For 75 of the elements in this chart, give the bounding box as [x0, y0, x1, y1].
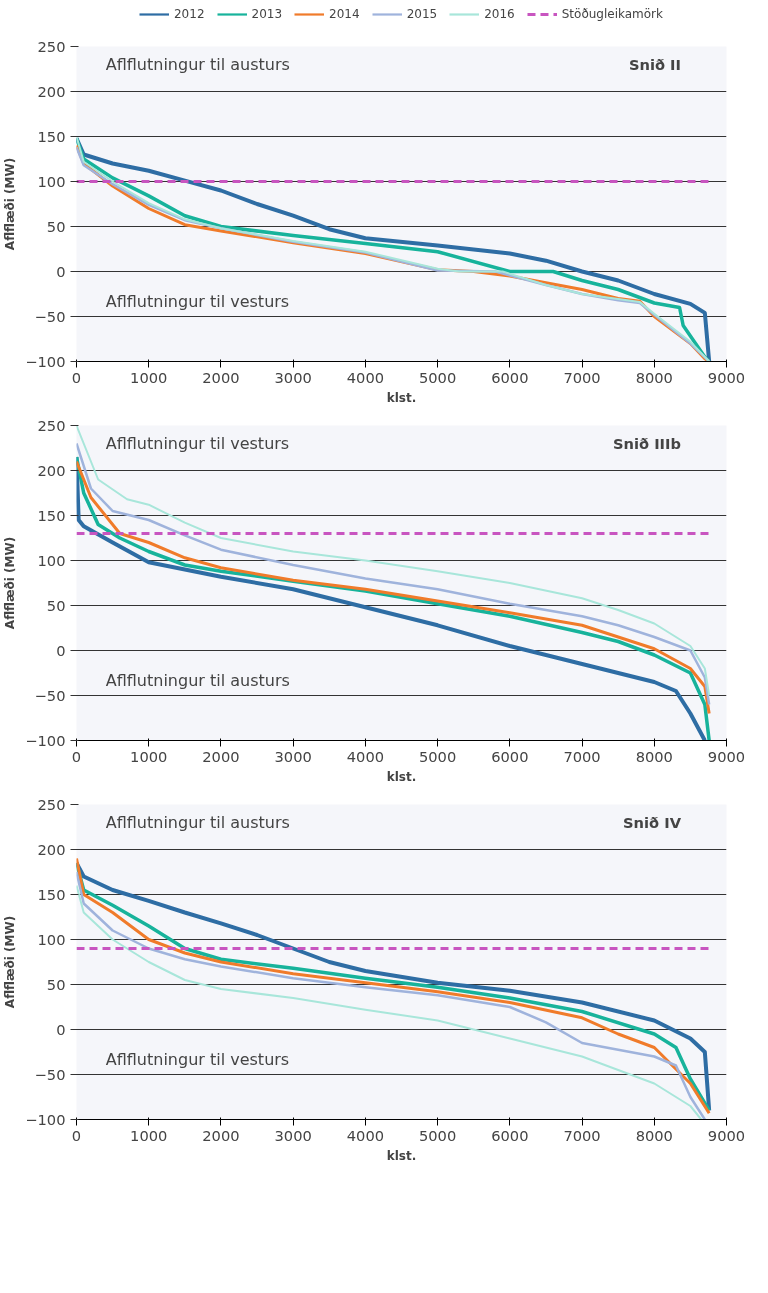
y-tick-label: 100	[37, 551, 66, 569]
x-tick-label: 8000	[635, 1126, 673, 1144]
x-tick-label: 1000	[130, 747, 168, 765]
x-tick-label: 5000	[418, 747, 457, 765]
x-tick-label: 8000	[635, 747, 673, 765]
x-tick-label: 5000	[418, 1126, 457, 1144]
legend-label: 2015	[406, 7, 438, 21]
text: Snið IIIb	[612, 434, 682, 452]
x-tick-label: 9000	[707, 747, 746, 765]
y-tick-label: 0	[56, 1020, 66, 1038]
x-tick-label: 2000	[202, 368, 240, 386]
x-tick-label: 7000	[563, 368, 601, 386]
y-tick-label: 150	[37, 885, 66, 903]
x-tick-label: 6000	[491, 747, 529, 765]
y-tick-label: −50	[34, 307, 66, 325]
y-tick-label: −100	[25, 1110, 66, 1128]
y-tick-label: 0	[56, 641, 66, 659]
x-tick-label: 3000	[274, 368, 312, 386]
x-tick-label: 9000	[707, 368, 746, 386]
x-tick-label: 0	[71, 1126, 82, 1144]
annotation: Aflflutningur til austurs	[105, 54, 290, 74]
legend-label: 2012	[173, 7, 205, 21]
y-axis-title: Aflflæði (MW)	[3, 536, 18, 630]
annotation: Aflflutningur til austurs	[105, 670, 290, 690]
y-tick-label: 50	[46, 217, 66, 235]
legend-label: 2013	[251, 7, 283, 21]
y-tick-label: 250	[37, 795, 66, 813]
y-tick-label: −100	[25, 352, 66, 370]
x-tick-label: 1000	[130, 368, 168, 386]
y-tick-label: 100	[37, 930, 66, 948]
y-tick-label: 50	[46, 596, 66, 614]
x-tick-label: 2000	[202, 1126, 240, 1144]
text: Snið IV	[623, 813, 682, 831]
y-tick-label: 100	[37, 172, 66, 190]
y-axis-title: Aflflæði (MW)	[3, 157, 18, 251]
x-tick-label: 4000	[346, 1126, 385, 1144]
y-tick-label: −50	[34, 1065, 66, 1083]
x-tick-label: 3000	[274, 747, 312, 765]
x-axis-title: klst.	[386, 390, 417, 405]
x-tick-label: 7000	[563, 747, 601, 765]
y-tick-label: 250	[37, 37, 66, 55]
x-tick-label: 8000	[635, 368, 673, 386]
x-tick-label: 4000	[346, 368, 385, 386]
x-tick-label: 5000	[418, 368, 457, 386]
y-tick-label: 150	[37, 127, 66, 145]
x-tick-label: 1000	[130, 1126, 168, 1144]
y-tick-label: 200	[37, 82, 66, 100]
legend-label: Stöðugleikamörk	[561, 7, 664, 21]
y-axis-title: Aflflæði (MW)	[3, 915, 18, 1009]
x-tick-label: 9000	[707, 1126, 746, 1144]
text: Snið II	[628, 55, 681, 73]
x-tick-label: 4000	[346, 747, 385, 765]
y-tick-label: 200	[37, 461, 66, 479]
y-tick-label: 250	[37, 416, 66, 434]
x-tick-label: 7000	[563, 1126, 601, 1144]
annotation: Aflflutningur til vesturs	[105, 291, 290, 311]
y-tick-label: −100	[25, 731, 66, 749]
x-tick-label: 3000	[274, 1126, 312, 1144]
legend-label: 2016	[484, 7, 515, 21]
y-tick-label: 150	[37, 506, 66, 524]
y-tick-label: 0	[56, 262, 66, 280]
x-tick-label: 0	[71, 747, 82, 765]
annotation: Aflflutningur til vesturs	[105, 1049, 290, 1069]
y-tick-label: −50	[34, 686, 66, 704]
annotation: Aflflutningur til vesturs	[105, 433, 290, 453]
x-axis-title: klst.	[386, 769, 417, 784]
x-tick-label: 2000	[202, 747, 240, 765]
x-tick-label: 6000	[491, 1126, 529, 1144]
y-tick-label: 50	[46, 975, 66, 993]
x-axis-title: klst.	[386, 1148, 417, 1163]
annotation: Aflflutningur til austurs	[105, 812, 290, 832]
y-tick-label: 200	[37, 840, 66, 858]
legend-label: 2014	[329, 7, 360, 21]
x-tick-label: 0	[71, 368, 82, 386]
x-tick-label: 6000	[491, 368, 529, 386]
